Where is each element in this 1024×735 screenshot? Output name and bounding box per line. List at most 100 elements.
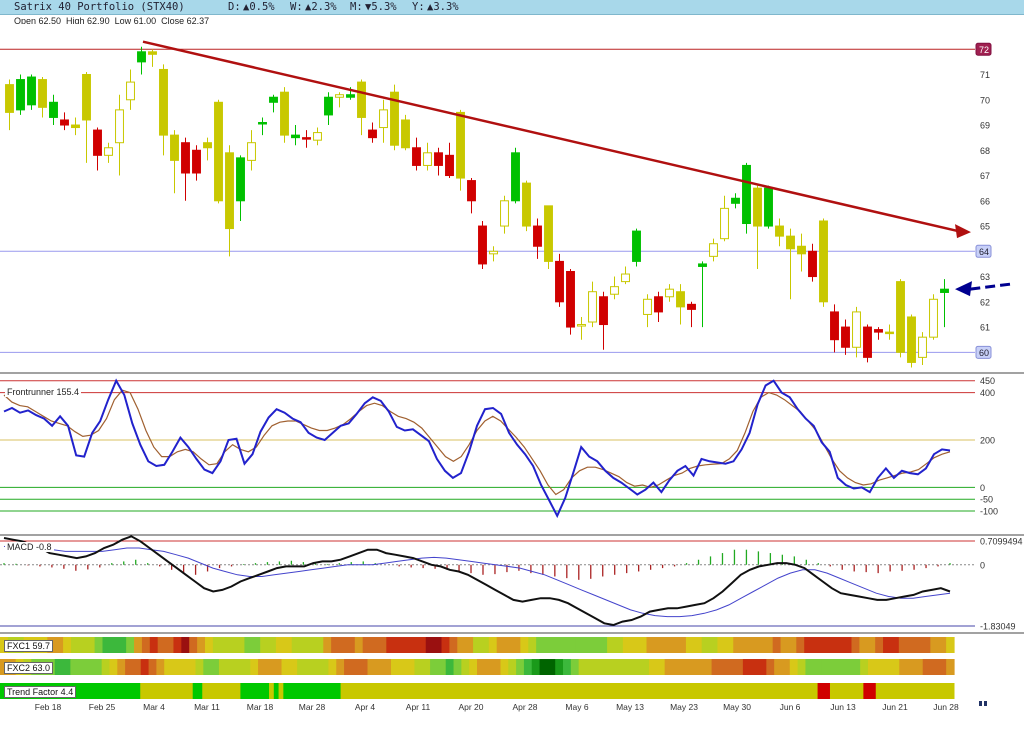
fxc2-cell [351,659,361,675]
day-change-value: ▲0.5% [243,1,275,13]
fxc1-cell [275,637,285,653]
fxc1-cell [843,637,853,653]
fxc2-cell [70,659,79,675]
x-axis-label: Apr 4 [355,702,376,712]
fxc1-cell [55,637,64,653]
fxc1-cell [583,637,592,653]
candle-body [566,271,575,328]
fxc2-cell [930,659,939,675]
candle-body [203,142,212,149]
trendline [142,40,959,233]
fxc1-cell [607,637,616,653]
candle-body [60,119,69,126]
fxc2-cell [750,659,760,675]
fxc2-cell [781,659,791,675]
fxc2-cell [117,659,126,675]
fxc1-cell [417,637,427,653]
fxc2-cell [946,659,955,675]
price-tick-label: 66 [980,196,990,206]
fxc2-cell [500,659,509,675]
candle-body [379,109,388,129]
fxc2-cell [547,659,556,675]
fxc2-cell [461,659,470,675]
fxc2-cell [430,659,439,675]
trend-factor-segment [283,683,342,699]
fxc2-cell [125,659,134,675]
candle-body [698,263,707,267]
fxc2-cell [711,659,721,675]
fxc2-cell [688,659,697,675]
fxc2-cell [140,659,150,675]
fxc1-cell [78,637,88,653]
candle-body [753,187,762,227]
candle-body [104,147,113,156]
fxc2-cell [172,659,181,675]
fxc1-cell [236,637,246,653]
price-badge [975,244,992,258]
fxc1-cell [260,637,269,653]
fxc1-cell [819,637,829,653]
macd-tick-label: -1.83049 [980,622,1016,632]
macd-tick-label: 0.7099494 [980,537,1023,547]
fxc1-cell [102,637,111,653]
fxc2-cell [625,659,634,675]
candle-body [522,182,531,227]
x-axis-label: Mar 18 [247,702,274,712]
candle-body [423,152,432,166]
candle-body [687,303,696,310]
candle-body [170,134,179,161]
fxc2-cell [187,659,197,675]
fxc1-cell [197,637,206,653]
candle-body [181,142,190,174]
fxc2-cell [250,659,259,675]
candle-body [390,91,399,146]
x-axis-label: Jun 13 [830,702,856,712]
candle-body [38,79,47,108]
fxc2-cell [594,659,603,675]
fxc1-cell [788,637,797,653]
trend-factor-label: Trend Factor 4.4 [4,686,77,698]
candle-body [709,243,718,257]
fxc2-cell [570,659,580,675]
candle-body [115,109,124,144]
candle-body [544,205,553,262]
fxc2-cell [758,659,767,675]
candle-body [874,329,883,333]
candle-body [621,273,630,283]
fxc2-cell [883,659,893,675]
candle-body [588,291,597,323]
candle-body [192,149,201,174]
candle-body [610,286,619,295]
x-axis-label: Apr 20 [458,702,483,712]
month-change-label: M: [350,1,363,13]
candle-body [676,291,685,308]
fxc2-cell [508,659,517,675]
fxc2-cell [195,659,204,675]
fxc2-cell [234,659,244,675]
fxc1-cell [181,637,190,653]
x-axis-label: Jun 28 [933,702,959,712]
fxc2-cell [414,659,423,675]
day-change-label: D: [228,1,241,13]
candle-body [797,245,806,255]
candle-body [511,152,520,202]
fxc1-cell [70,637,80,653]
candle-body [280,91,289,136]
candle-body [940,288,949,293]
fxc1-cell [480,637,490,653]
fxc1-cell [134,637,143,653]
fxc2-cell [828,659,838,675]
fxc1-cell [599,637,608,653]
fxc1-cell [906,637,916,653]
candle-body [5,84,14,113]
fxc1-cell [772,637,782,653]
x-axis-label: Mar 4 [143,702,165,712]
trend-factor-segment [192,683,203,699]
frontrunner-tick-label: -100 [980,507,998,517]
fxc2-cell [563,659,572,675]
fxc2-cell [742,659,752,675]
fxc1-cell [244,637,253,653]
fxc2-cell [289,659,298,675]
fxc1-cell [220,637,230,653]
week-change-value: ▲2.3% [305,1,337,13]
